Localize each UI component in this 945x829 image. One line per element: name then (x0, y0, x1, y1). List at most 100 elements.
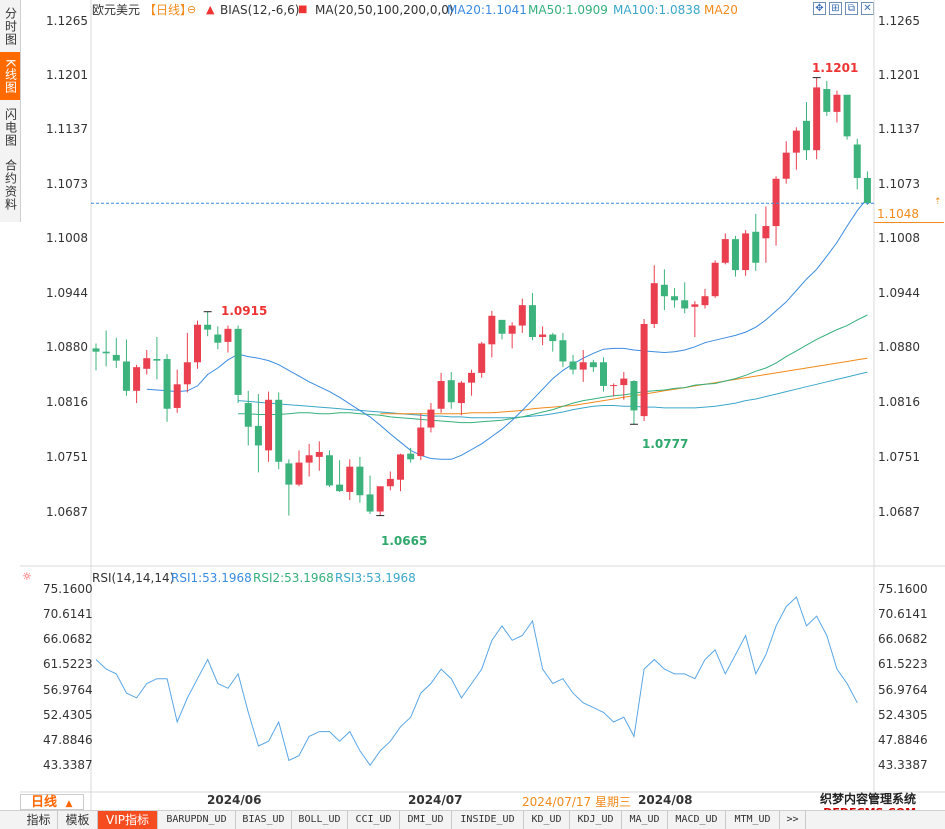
tab-more[interactable]: >> (780, 811, 806, 829)
high-annotation: 1.1201 (812, 61, 859, 75)
candle (102, 351, 110, 354)
candle (417, 427, 425, 457)
sun-icon[interactable]: ☼ (22, 570, 32, 583)
candle (813, 87, 821, 151)
candle (569, 361, 577, 370)
candle (650, 283, 658, 324)
restore-icon[interactable]: ⧉ (845, 2, 858, 15)
symbol-name: 欧元美元 (92, 3, 141, 17)
candle (265, 399, 273, 451)
candle (92, 348, 100, 352)
tab-indicators[interactable]: 指标 (20, 811, 58, 829)
tab-dmi[interactable]: DMI_UD (400, 811, 452, 829)
low-annotation: 1.0665 (381, 534, 428, 548)
candle (721, 239, 729, 263)
zoom-icon[interactable]: ⊞ (829, 2, 842, 15)
high-annotation: 1.0915 (221, 304, 268, 318)
period-label: 【日线】 (144, 3, 193, 17)
candle (701, 296, 709, 306)
ma50-line (238, 314, 868, 424)
candle (447, 380, 455, 403)
rsi-tick-right: 75.1600 (878, 582, 928, 596)
tab-mtm[interactable]: MTM_UD (726, 811, 780, 829)
rsi-tick-right: 61.5223 (878, 657, 928, 671)
tab-boll[interactable]: BOLL_UD (292, 811, 348, 829)
candle (397, 454, 404, 480)
candle (731, 239, 739, 271)
candle (488, 315, 496, 345)
tab-templates[interactable]: 模板 (58, 811, 98, 829)
candle (285, 463, 293, 485)
candle (640, 323, 648, 417)
candle (681, 300, 689, 309)
candle (833, 94, 841, 112)
candle (234, 328, 242, 395)
candle (437, 381, 445, 409)
tab-barupdn[interactable]: BARUPDN_UD (158, 811, 236, 829)
tab-kdj[interactable]: KDJ_UD (570, 811, 622, 829)
crosshair-date: 2024/07/17 星期三 (522, 795, 631, 809)
move-icon[interactable]: ✥ (813, 2, 826, 15)
candle (254, 425, 262, 446)
bias-label: BIAS(12,-6,6) (220, 3, 300, 17)
view-switcher: 分时图 K线图 闪电图 合约资料 (0, 0, 21, 222)
candle (305, 455, 313, 463)
settings-icon[interactable]: ⊖ (187, 3, 197, 16)
candle (143, 358, 151, 369)
period-selector-label: 日线 (31, 795, 58, 810)
rsi-tick-right: 56.9764 (878, 683, 928, 697)
candle (691, 304, 699, 307)
price-tick-left: 1.0816 (46, 395, 88, 409)
candle (498, 319, 506, 334)
candle (275, 399, 283, 462)
price-tick-left: 1.0687 (46, 505, 88, 519)
period-selector[interactable]: 日线 ▲ (20, 794, 84, 810)
candle (478, 343, 486, 373)
price-chart[interactable] (0, 0, 945, 810)
tab-vip-indicators[interactable]: VIP指标 (98, 811, 158, 829)
rsi-legend: RSI(14,14,14) (92, 571, 175, 585)
candle (133, 367, 141, 391)
price-tick-right: 1.0751 (878, 450, 920, 464)
price-tick-left: 1.1008 (46, 231, 88, 245)
candle (559, 340, 567, 362)
price-tick-right: 1.0687 (878, 505, 920, 519)
candle (295, 462, 303, 485)
candle (549, 334, 557, 342)
tab-cci[interactable]: CCI_UD (348, 811, 400, 829)
candle (528, 305, 536, 337)
candle (610, 385, 618, 387)
candle (315, 451, 323, 457)
ma-params: MA(20,50,100,200,0,0) (315, 3, 454, 17)
arrow-up-icon: ▲ (206, 3, 215, 16)
candle (336, 484, 344, 492)
tab-bias[interactable]: BIAS_UD (236, 811, 292, 829)
rsi-tick-right: 47.8846 (878, 733, 928, 747)
rsi-line (95, 596, 858, 767)
rsi-tick-right: 70.6141 (878, 607, 928, 621)
candle (671, 296, 679, 301)
tab-macd[interactable]: MACD_UD (668, 811, 726, 829)
candle (457, 382, 465, 404)
rsi-tick-left: 43.3387 (43, 758, 93, 772)
tab-timeshare[interactable]: 分时图 (3, 6, 18, 46)
candle (356, 466, 364, 496)
tab-inside[interactable]: INSIDE_UD (452, 811, 524, 829)
candle (244, 403, 252, 427)
rsi-tick-left: 66.0682 (43, 632, 93, 646)
ma100-line (238, 371, 868, 419)
rsi-tick-right: 66.0682 (878, 632, 928, 646)
tab-ma[interactable]: MA_UD (622, 811, 668, 829)
candle (752, 231, 760, 263)
ma50-value: MA50:1.0909 (528, 3, 608, 17)
ma200-value: MA20 (704, 3, 738, 17)
price-tick-right: 1.0816 (878, 395, 920, 409)
watermark-line1: 织梦内容管理系统 (820, 792, 917, 806)
tab-kd[interactable]: KD_UD (524, 811, 570, 829)
tab-flash-chart[interactable]: 闪电图 (3, 107, 18, 147)
candle (579, 362, 587, 370)
tab-kline[interactable]: K线图 (0, 52, 20, 100)
tab-contract-info[interactable]: 合约资料 (3, 159, 18, 211)
candle (183, 362, 191, 385)
candle (620, 378, 628, 386)
